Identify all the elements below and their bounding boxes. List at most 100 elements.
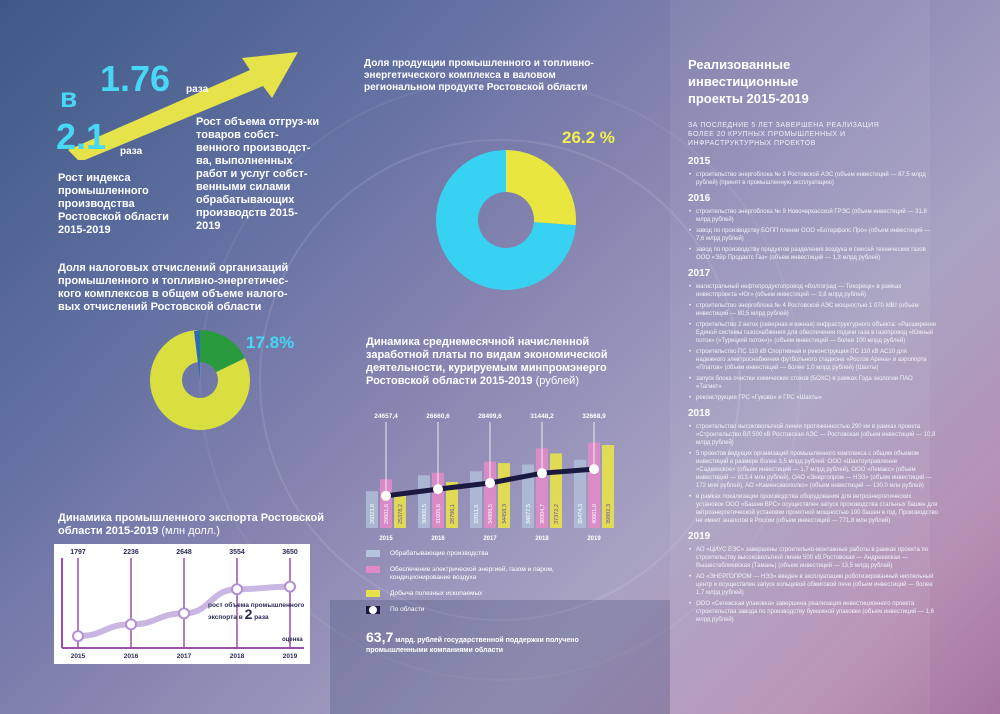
salary-bar-label: 30800,5 — [422, 504, 428, 524]
projects-item: запуск блока очистки химических стоков (… — [688, 375, 938, 391]
salary-bar-label: 40661,0 — [592, 504, 598, 524]
salary-legend-item: Обрабатывающие производства — [366, 550, 616, 558]
projects-item: АО «ЭНЕРГОПРОМ — НЭЗ» введен в эксплуата… — [688, 573, 938, 597]
growth-value-a: 1.76 — [100, 58, 171, 99]
grp-share-value: 26.2 % — [562, 128, 615, 147]
salary-unit: (рублей) — [535, 375, 579, 387]
salary-bar-label: 39882,3 — [606, 504, 612, 524]
export-point — [125, 618, 137, 631]
salary-bar — [602, 445, 614, 528]
growth-unit-b: раза — [120, 146, 143, 157]
salary-legend-label: Обрабатывающие производства — [390, 550, 489, 557]
projects-subtitle: ЗА ПОСЛЕДНИЕ 5 ЛЕТ ЗАВЕРШЕНА РЕАЛИЗАЦИЯ … — [688, 122, 880, 147]
salary-bar-label: 25378,2 — [398, 504, 404, 524]
export-note-value: 2 — [244, 606, 253, 622]
projects-item: строительство высоковольтной линии протя… — [688, 423, 938, 447]
growth-value-b: 2.1 — [56, 116, 107, 157]
export-note-unit: раза — [254, 614, 269, 621]
support-block: 63,7 млрд. рублей государственной поддер… — [366, 630, 646, 656]
projects-item: магистральный нефтепродуктопровод «Волго… — [688, 283, 938, 299]
projects-item: строительство энергоблока № 3 Ростовской… — [688, 171, 938, 187]
legend-swatch — [366, 550, 380, 557]
projects-year: 2015 — [688, 156, 711, 167]
support-text-a: млрд. рублей государственной поддержки п… — [395, 637, 579, 644]
growth-prefix: в — [60, 82, 78, 113]
projects-item: строительство 2 веток (северная и южная)… — [688, 321, 938, 345]
projects-item: строительство энергоблока № 9 Новочеркас… — [688, 208, 938, 224]
export-title: Динамика промышленного экспорта Ростовск… — [58, 512, 338, 538]
salary-bar-label: 31605,6 — [436, 504, 442, 524]
legend-swatch — [366, 590, 380, 597]
grp-share-title: Доля продукции промышленного и топливно-… — [364, 58, 594, 93]
salary-legend-item: Обеспечение электрической энергией, газо… — [366, 566, 616, 582]
salary-bar-label: 34077,5 — [526, 504, 532, 524]
projects-list: 2015 строительство энергоблока № 3 Ростов… — [688, 156, 938, 624]
salary-region-point — [589, 464, 599, 475]
tax-share-pie-chart — [150, 330, 250, 430]
export-value-label: 1797 — [70, 549, 86, 556]
export-estimate-label: оценка — [282, 637, 303, 643]
salary-bar — [574, 459, 586, 528]
projects-item: завод по производству продуктов разделен… — [688, 246, 938, 262]
export-note-text: рост объема промышленного экспорта в — [208, 602, 305, 621]
export-x-tick-label: 2015 — [71, 653, 86, 660]
projects-item: строительство ПС 110 кВ Спортивная и рек… — [688, 348, 938, 372]
salary-legend-label: По области — [390, 606, 425, 613]
projects-year: 2019 — [688, 531, 711, 542]
export-value-label: 2236 — [123, 549, 139, 556]
salary-bar — [522, 464, 534, 528]
export-title-text: Динамика промышленного экспорта Ростовск… — [58, 512, 324, 537]
export-point — [231, 583, 243, 596]
export-value-label: 3650 — [282, 549, 298, 556]
export-x-tick-label: 2018 — [230, 653, 245, 660]
salary-bar-label: 32011,5 — [474, 505, 480, 524]
salary-title: Динамика среднемесячной начисленной зара… — [366, 336, 628, 388]
export-point — [284, 580, 296, 593]
salary-region-label: 28499,6 — [478, 413, 502, 420]
salary-region-label: 31448,2 — [530, 413, 554, 420]
export-x-tick-label: 2016 — [124, 653, 139, 660]
salary-bar — [366, 491, 378, 528]
legend-point-icon — [366, 606, 380, 614]
tax-share-title: Доля налоговых отчислений организаций пр… — [58, 262, 289, 313]
salary-bar-label: 26023,8 — [370, 504, 376, 524]
salary-region-label: 32668,9 — [582, 413, 606, 420]
salary-region-label: 26660,6 — [426, 413, 450, 420]
salary-bar-label: 34458,3 — [502, 504, 508, 524]
export-x-tick-label: 2019 — [283, 653, 298, 660]
growth-label-a: Рост объема отгруз-ки товаров собст-венн… — [196, 116, 320, 232]
projects-item: реконструкция ГРС «Гуково» и ГРС «Шахты» — [688, 394, 938, 402]
export-note: рост объема промышленного экспорта в 2 р… — [208, 602, 308, 622]
salary-bar — [380, 479, 392, 528]
salary-bar — [446, 482, 458, 528]
grp-share-slice-0 — [506, 150, 576, 226]
salary-x-tick-label: 2019 — [587, 536, 601, 542]
tax-share-slice-1 — [150, 330, 250, 430]
salary-region-point — [381, 490, 391, 501]
salary-bar-label: 37372,2 — [554, 504, 560, 524]
salary-bar-label: 38904,7 — [540, 504, 546, 524]
salary-bar-label: 34886,5 — [488, 504, 494, 524]
salary-x-tick-label: 2018 — [535, 536, 549, 542]
projects-year: 2016 — [688, 193, 711, 204]
legend-dot-icon — [369, 606, 377, 614]
salary-bar-label: 29601,6 — [384, 504, 390, 524]
salary-bar-chart: 26023,8 29601,6 25378,2 2015 30800,5 31605,6 2… — [366, 413, 614, 542]
salary-legend: Обрабатывающие производства Обеспечение э… — [366, 550, 616, 622]
growth-label-b: Рост индекса промышленного производства … — [58, 172, 169, 236]
projects-year: 2018 — [688, 408, 711, 419]
legend-swatch — [366, 566, 380, 573]
projects-item: в рамках локализации производства оборуд… — [688, 493, 938, 525]
export-line-chart: 1797 2015 2236 2016 2648 2017 3554 2018 3650 2019 — [54, 544, 310, 664]
growth-arrow-icon — [68, 52, 298, 160]
grp-share-slice-1 — [436, 150, 576, 290]
export-value-label: 2648 — [176, 549, 192, 556]
salary-bar — [394, 493, 406, 528]
projects-panel: Реализованные инвестиционные проекты 201… — [688, 56, 938, 627]
salary-x-tick-label: 2015 — [379, 536, 393, 542]
salary-bar — [536, 448, 548, 528]
projects-year: 2017 — [688, 268, 711, 279]
salary-legend-label: Добыча полезных ископаемых — [390, 590, 483, 597]
salary-bar-label: 28796,1 — [450, 504, 456, 524]
support-text-b: промышленными компаниями области — [366, 647, 504, 654]
